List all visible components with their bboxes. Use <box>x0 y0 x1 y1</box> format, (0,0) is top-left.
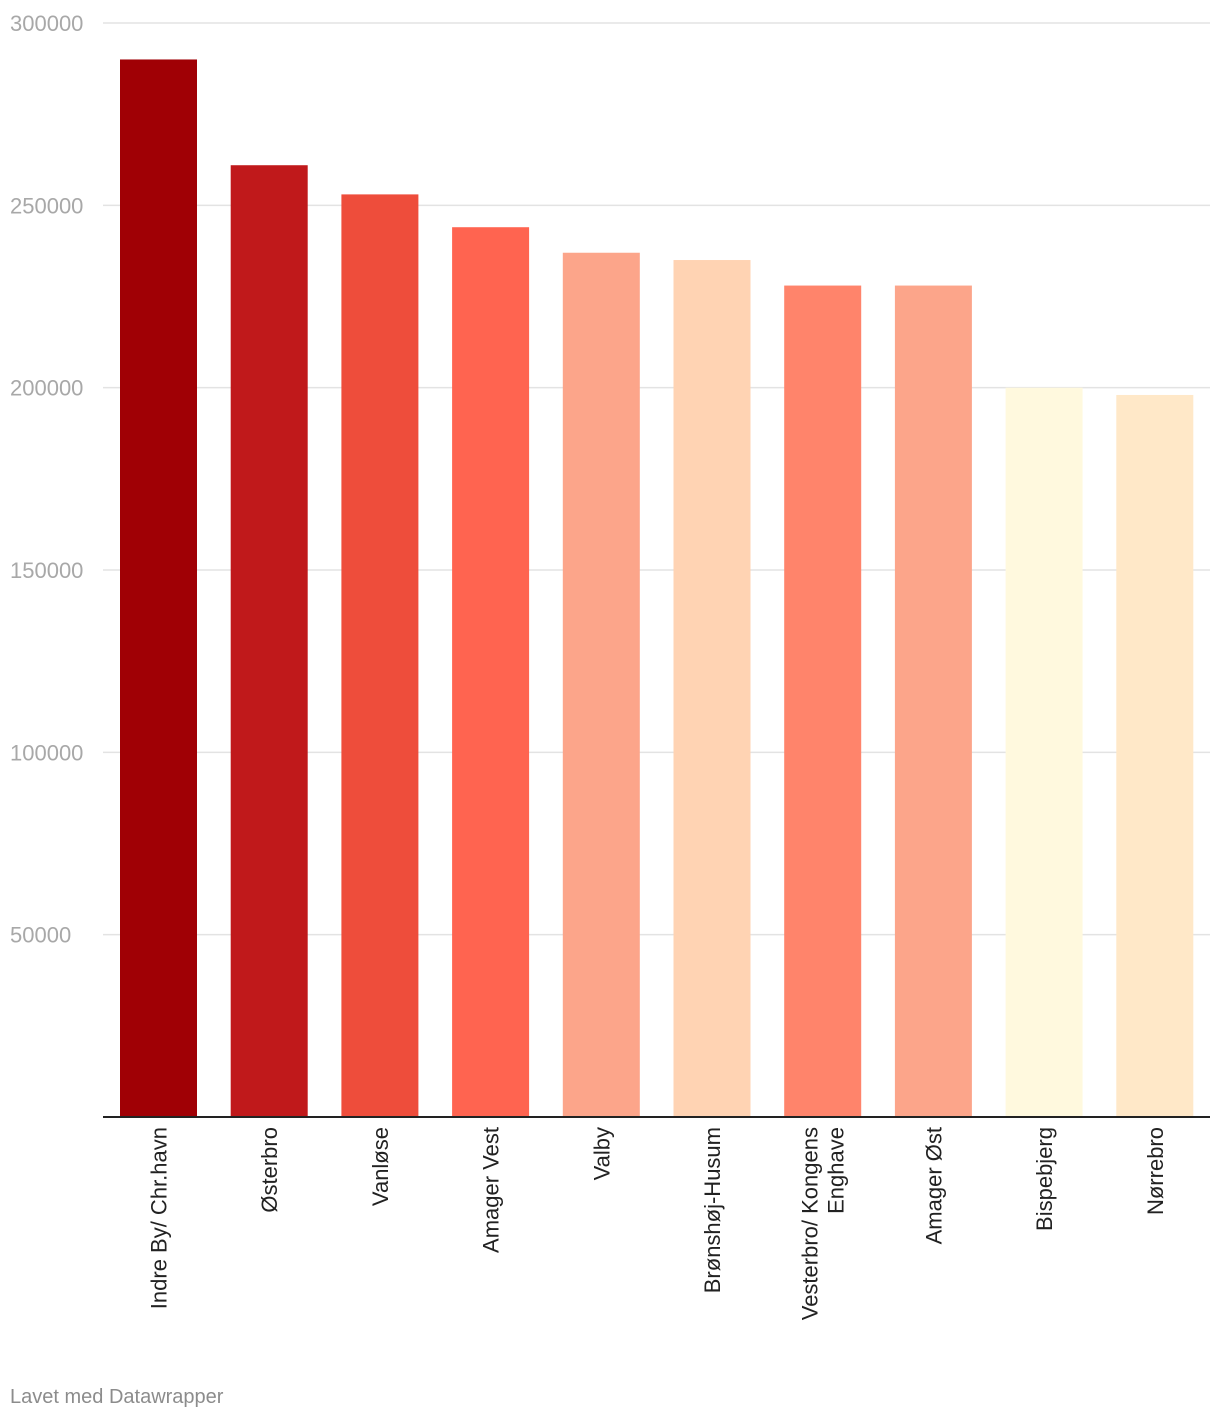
x-category-label: Indre By/ Chr.havn <box>147 1127 172 1309</box>
x-category-label: Vesterbro/ Kongens <box>798 1127 823 1320</box>
bar <box>120 59 197 1117</box>
y-tick-label: 100000 <box>10 740 83 765</box>
y-tick-label: 150000 <box>10 558 83 583</box>
x-category-label: Bispebjerg <box>1032 1127 1057 1231</box>
x-category-label: Brønshøj-Husum <box>700 1127 725 1293</box>
bars <box>120 59 1194 1118</box>
bar <box>673 260 751 1117</box>
bar <box>452 227 530 1118</box>
y-tick-label: 250000 <box>10 193 83 218</box>
y-tick-label: 50000 <box>10 923 71 948</box>
bar <box>1116 394 1194 1118</box>
bar <box>341 194 419 1118</box>
bar <box>230 165 308 1118</box>
x-category-label: Amager Øst <box>921 1127 946 1244</box>
bar <box>562 252 640 1118</box>
x-category-label: Østerbro <box>257 1127 282 1213</box>
y-tick-label: 300000 <box>10 11 83 36</box>
x-category-label: Vanløse <box>368 1127 393 1206</box>
x-category-label: Nørrebro <box>1143 1127 1168 1215</box>
y-tick-label: 200000 <box>10 376 83 401</box>
x-category-label: Amager Vest <box>479 1127 504 1253</box>
y-axis-tick-labels: 50000 100000 150000 200000 250000 300000 <box>10 11 83 948</box>
x-category-label: Valby <box>589 1127 614 1180</box>
x-axis-category-labels: Indre By/ Chr.havn Østerbro Vanløse Amager … <box>147 1127 1168 1320</box>
datawrapper-credit: Lavet med Datawrapper <box>10 1386 224 1408</box>
x-category-label: Enghave <box>824 1127 849 1214</box>
bar <box>784 285 862 1117</box>
bar <box>1005 387 1083 1118</box>
bar <box>894 285 972 1117</box>
